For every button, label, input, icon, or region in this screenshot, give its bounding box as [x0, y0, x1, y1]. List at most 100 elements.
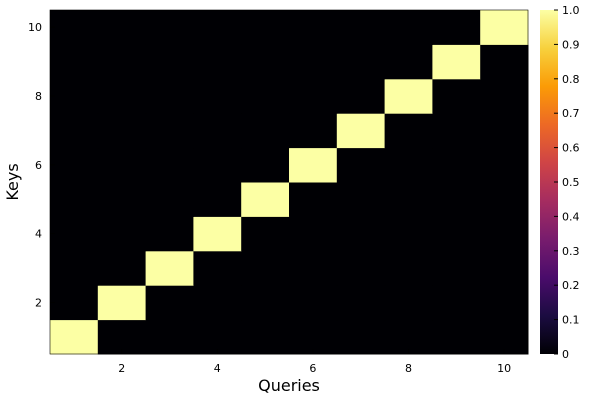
- colorbar-tick-label: 0.9: [562, 38, 580, 51]
- heatmap-cell: [432, 44, 481, 80]
- heatmap-cell: [193, 10, 242, 45]
- heatmap-cell: [241, 44, 290, 80]
- heatmap-cell: [50, 250, 99, 286]
- y-tick-label: 2: [35, 296, 42, 309]
- heatmap-cell: [50, 113, 99, 149]
- colorbar-tick-label: 0.6: [562, 142, 580, 155]
- heatmap-cell: [193, 250, 242, 286]
- heatmap-cell: [336, 250, 386, 286]
- heatmap-cell: [432, 147, 481, 183]
- heatmap-cell: [480, 319, 529, 355]
- heatmap-cell: [145, 285, 194, 321]
- colorbar-tick-label: 0.7: [562, 107, 580, 120]
- heatmap-cell: [480, 44, 529, 80]
- colorbar-tick-label: 0: [562, 348, 569, 361]
- colorbar-ticks: 0 0.1 0.2 0.3 0.4 0.5 0.6 0.7 0.8 0.9 1.0: [554, 4, 580, 361]
- x-tick-label: 4: [214, 362, 221, 375]
- heatmap-cell: [241, 147, 290, 183]
- colorbar-tick-label: 0.2: [562, 279, 580, 292]
- heatmap-cell: [336, 78, 386, 114]
- heatmap-cell: [384, 78, 433, 114]
- heatmap-cell: [432, 78, 481, 114]
- heatmap-cell: [289, 44, 338, 80]
- heatmap-cell: [480, 78, 529, 114]
- heatmap-cell: [480, 113, 529, 149]
- heatmap-cell: [145, 319, 194, 355]
- heatmap-cell: [289, 216, 338, 252]
- heatmap-cell: [145, 182, 194, 217]
- heatmap-cell: [289, 10, 338, 45]
- x-tick-label: 2: [118, 362, 125, 375]
- heatmap-cell: [97, 78, 147, 114]
- heatmap-cell: [241, 113, 290, 149]
- heatmap-cell: [193, 182, 242, 217]
- heatmap-cells: [50, 10, 529, 355]
- heatmap-cell: [480, 10, 529, 45]
- heatmap-cell: [97, 319, 147, 355]
- heatmap-cell: [50, 44, 99, 80]
- heatmap-cell: [336, 113, 386, 149]
- heatmap-cell: [384, 216, 433, 252]
- y-tick-label: 8: [35, 90, 42, 103]
- heatmap-cell: [336, 10, 386, 45]
- heatmap-cell: [145, 44, 194, 80]
- y-tick-label: 6: [35, 159, 42, 172]
- heatmap-cell: [50, 147, 99, 183]
- colorbar-tick-label: 0.8: [562, 73, 580, 86]
- heatmap-cell: [97, 216, 147, 252]
- heatmap-cell: [432, 216, 481, 252]
- heatmap-cell: [193, 285, 242, 321]
- heatmap-cell: [336, 319, 386, 355]
- x-tick-label: 10: [497, 362, 511, 375]
- heatmap-cell: [50, 10, 99, 45]
- heatmap-cell: [241, 250, 290, 286]
- y-axis-ticks: 2 4 6 8 10: [28, 21, 55, 309]
- colorbar-tick-label: 0.5: [562, 176, 580, 189]
- heatmap-cell: [289, 319, 338, 355]
- heatmap-cell: [289, 78, 338, 114]
- colorbar-tick-label: 1.0: [562, 4, 580, 17]
- heatmap-cell: [50, 182, 99, 217]
- heatmap-cell: [50, 319, 99, 355]
- heatmap-cell: [384, 113, 433, 149]
- colorbar-tick-label: 0.3: [562, 245, 580, 258]
- heatmap-cell: [97, 182, 147, 217]
- heatmap-cell: [145, 250, 194, 286]
- heatmap-cell: [193, 319, 242, 355]
- heatmap-cell: [384, 147, 433, 183]
- heatmap-cell: [145, 147, 194, 183]
- heatmap-cell: [97, 147, 147, 183]
- colorbar: [540, 10, 558, 354]
- colorbar-tick-label: 0.1: [562, 314, 580, 327]
- heatmap-cell: [432, 182, 481, 217]
- heatmap-cell: [336, 216, 386, 252]
- x-tick-label: 6: [309, 362, 316, 375]
- y-tick-label: 4: [35, 228, 42, 241]
- heatmap-cell: [432, 285, 481, 321]
- y-axis-label: Keys: [3, 163, 22, 200]
- heatmap-cell: [145, 216, 194, 252]
- heatmap-cell: [384, 10, 433, 45]
- heatmap-cell: [480, 250, 529, 286]
- heatmap-cell: [50, 78, 99, 114]
- heatmap-cell: [193, 78, 242, 114]
- heatmap-cell: [193, 216, 242, 252]
- x-axis-label: Queries: [258, 376, 320, 395]
- heatmap-cell: [336, 44, 386, 80]
- x-tick-label: 8: [405, 362, 412, 375]
- heatmap-cell: [241, 78, 290, 114]
- heatmap-cell: [480, 147, 529, 183]
- heatmap-cell: [384, 285, 433, 321]
- heatmap-cell: [289, 182, 338, 217]
- heatmap-cell: [241, 285, 290, 321]
- heatmap-cell: [241, 10, 290, 45]
- heatmap-cell: [145, 10, 194, 45]
- plot-frame: [49, 9, 529, 355]
- heatmap-cell: [241, 216, 290, 252]
- heatmap-cell: [432, 10, 481, 45]
- heatmap-cell: [241, 182, 290, 217]
- heatmap-cell: [480, 182, 529, 217]
- heatmap-cell: [145, 113, 194, 149]
- heatmap-cell: [480, 216, 529, 252]
